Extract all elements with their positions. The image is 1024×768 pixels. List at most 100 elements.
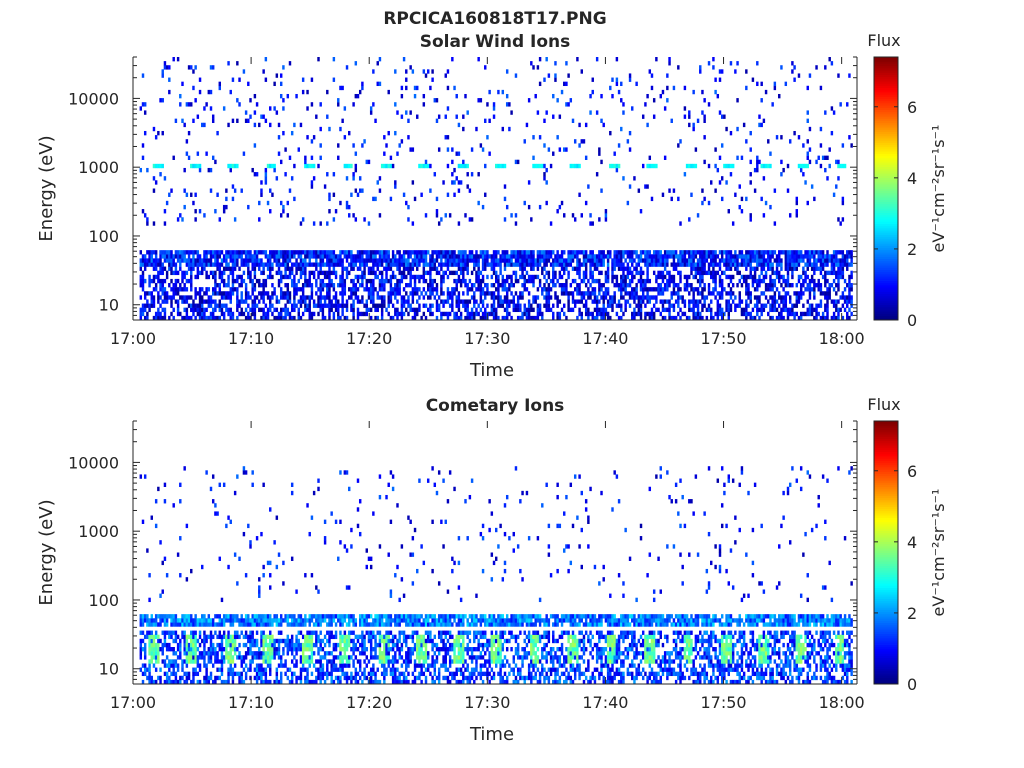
heatmap-cell: [567, 102, 570, 107]
heatmap-cell: [196, 647, 200, 652]
heatmap-cell: [352, 176, 355, 181]
x-tick-label: 17:30: [464, 329, 510, 348]
heatmap-cell: [495, 258, 498, 263]
heatmap-cell: [767, 283, 770, 288]
heatmap-cell: [205, 258, 208, 263]
heatmap-cell: [433, 278, 437, 284]
heatmap-cell: [591, 254, 594, 259]
heatmap-cell: [729, 163, 733, 169]
heatmap-cell: [396, 262, 399, 267]
heatmap-cell: [762, 250, 766, 255]
heatmap-cell: [176, 647, 180, 652]
heatmap-cell: [405, 266, 408, 271]
heatmap-cell: [304, 295, 307, 300]
heatmap-cell: [297, 287, 300, 292]
heatmap-cell: [830, 254, 834, 259]
heatmap-cell: [514, 254, 518, 259]
heatmap-cell: [273, 307, 276, 313]
heatmap-cell: [771, 315, 774, 321]
heatmap-cell: [236, 262, 239, 267]
heatmap-cell: [183, 250, 186, 255]
heatmap-cell: [258, 307, 261, 313]
heatmap-cell: [769, 151, 772, 156]
heatmap-cell: [255, 303, 259, 308]
heatmap-cell: [264, 262, 268, 267]
heatmap-cell: [361, 81, 364, 87]
heatmap-cell: [201, 287, 204, 292]
heatmap-cell: [225, 254, 228, 259]
heatmap-cell: [214, 315, 217, 321]
heatmap-cell: [376, 307, 379, 313]
heatmap-cell: [633, 307, 636, 313]
heatmap-cell: [771, 262, 774, 267]
heatmap-cell: [416, 299, 419, 304]
heatmap-cell: [413, 307, 417, 313]
heatmap-cell: [782, 274, 785, 280]
heatmap-cell: [174, 262, 178, 267]
heatmap-cell: [174, 663, 178, 668]
heatmap-cell: [815, 283, 818, 288]
heatmap-cell: [444, 299, 447, 304]
heatmap-cell: [843, 258, 847, 263]
heatmap-cell: [624, 287, 627, 292]
heatmap-cell: [799, 311, 803, 317]
heatmap-cell: [799, 287, 803, 292]
heatmap-cell: [609, 163, 612, 169]
heatmap-cell: [168, 89, 171, 95]
heatmap-cell: [319, 258, 322, 263]
heatmap-cell: [139, 262, 143, 267]
heatmap-cell: [710, 258, 713, 263]
heatmap-cell: [411, 262, 415, 267]
heatmap-cell: [602, 291, 605, 296]
heatmap-cell: [148, 573, 151, 578]
heatmap-cell: [734, 307, 737, 313]
heatmap-cell: [560, 283, 564, 288]
heatmap-cell: [459, 254, 463, 259]
heatmap-cell: [492, 307, 496, 313]
heatmap-cell: [148, 307, 151, 313]
heatmap-cell: [139, 638, 143, 644]
heatmap-cell: [646, 270, 649, 276]
heatmap-cell: [185, 250, 189, 255]
heatmap-cell: [194, 655, 197, 660]
heatmap-cell: [383, 151, 386, 156]
heatmap-cell: [205, 634, 208, 640]
heatmap-cell: [269, 270, 272, 276]
heatmap-cell: [808, 73, 812, 78]
heatmap-cell: [416, 254, 419, 259]
heatmap-cell: [286, 283, 290, 288]
heatmap-cell: [846, 254, 849, 259]
heatmap-cell: [398, 258, 401, 263]
heatmap-cell: [365, 299, 368, 304]
heatmap-cell: [350, 262, 353, 267]
heatmap-cell: [637, 270, 641, 276]
heatmap-cell: [242, 151, 246, 156]
heatmap-cell: [433, 266, 437, 271]
heatmap-cell: [163, 65, 167, 70]
heatmap-cell: [606, 258, 610, 263]
heatmap-cell: [769, 163, 772, 169]
heatmap-cell: [247, 266, 250, 271]
heatmap-cell: [159, 638, 162, 644]
heatmap-cell: [773, 270, 777, 276]
heatmap-cell: [168, 679, 171, 685]
heatmap-cell: [600, 188, 603, 193]
heatmap-cell: [473, 299, 476, 304]
heatmap-cell: [319, 278, 322, 284]
heatmap-cell: [668, 274, 671, 280]
heatmap-cell: [714, 278, 717, 284]
heatmap-cell: [244, 291, 248, 296]
heatmap-cell: [819, 283, 823, 288]
colorbar-segment: [874, 263, 898, 266]
heatmap-cell: [157, 291, 160, 296]
heatmap-cell: [534, 163, 537, 169]
heatmap-cell: [611, 270, 614, 276]
heatmap-cell: [584, 270, 588, 276]
heatmap-cell: [786, 270, 790, 276]
heatmap-cell: [154, 655, 158, 660]
heatmap-cell: [157, 634, 160, 640]
heatmap-cell: [470, 311, 474, 317]
heatmap-cell: [262, 307, 265, 313]
heatmap-cell: [712, 254, 715, 259]
heatmap-cell: [720, 315, 724, 321]
